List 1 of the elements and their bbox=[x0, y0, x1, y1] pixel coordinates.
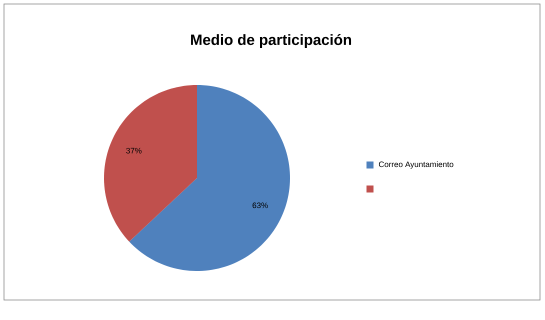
chart-title: Medio de participación bbox=[191, 34, 352, 48]
